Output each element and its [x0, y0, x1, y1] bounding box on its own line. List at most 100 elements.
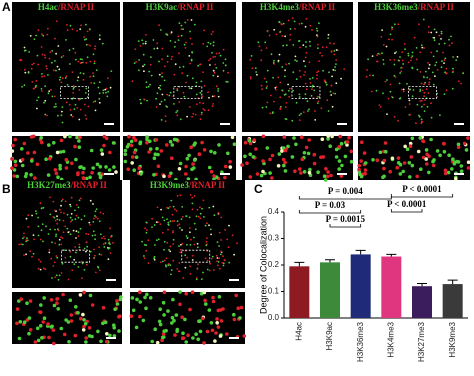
- signal-dot: [413, 36, 416, 39]
- signal-dot: [421, 46, 424, 49]
- signal-dot: [298, 40, 301, 42]
- signal-dot: [81, 277, 83, 279]
- signal-dot: [158, 24, 161, 27]
- signal-dot: [408, 99, 411, 102]
- signal-dot: [445, 89, 448, 92]
- signal-dot: [91, 166, 95, 170]
- signal-dot: [315, 27, 318, 30]
- signal-dot: [145, 292, 149, 297]
- error-bar: [386, 253, 397, 257]
- signal-dot: [325, 81, 327, 84]
- signal-dot: [274, 88, 277, 91]
- signal-dot: [423, 47, 425, 49]
- signal-dot: [220, 250, 223, 253]
- signal-dot: [67, 231, 70, 234]
- signal-dot: [316, 96, 319, 98]
- signal-dot: [31, 63, 34, 66]
- signal-dot: [156, 206, 159, 209]
- signal-dot: [38, 324, 43, 328]
- signal-dot: [331, 75, 333, 78]
- signal-dot: [311, 88, 313, 90]
- signal-dot: [85, 23, 87, 26]
- signal-dot: [384, 80, 387, 83]
- signal-dot: [30, 159, 34, 163]
- signal-dot: [466, 160, 471, 164]
- signal-dot: [137, 166, 141, 170]
- signal-dot: [226, 238, 229, 241]
- signal-dot: [218, 257, 221, 260]
- signal-dot: [199, 291, 204, 296]
- signal-dot: [287, 89, 290, 92]
- signal-dot: [162, 260, 164, 263]
- signal-dot: [161, 332, 166, 336]
- signal-dot: [443, 62, 445, 64]
- signal-dot: [44, 56, 47, 59]
- signal-dot: [283, 148, 288, 153]
- signal-dot: [411, 95, 414, 98]
- signal-dot: [70, 213, 73, 215]
- signal-dot: [54, 276, 57, 278]
- signal-dot: [206, 222, 208, 225]
- signal-dot: [98, 246, 100, 249]
- signal-dot: [423, 83, 425, 86]
- signal-dot: [186, 177, 191, 181]
- signal-dot: [191, 196, 194, 199]
- signal-dot: [159, 149, 164, 153]
- signal-dot: [130, 161, 134, 165]
- signal-dot: [312, 152, 317, 157]
- signal-dot: [56, 175, 60, 179]
- x-tick-label: H3K36me3: [356, 321, 365, 362]
- signal-dot: [169, 220, 172, 223]
- signal-dot: [311, 29, 313, 31]
- signal-dot: [275, 33, 278, 36]
- signal-dot: [139, 172, 143, 176]
- signal-dot: [102, 92, 105, 94]
- signal-dot: [155, 340, 160, 345]
- signal-dot: [77, 76, 80, 79]
- signal-dot: [210, 257, 213, 260]
- signal-dot: [29, 35, 32, 37]
- signal-dot: [209, 64, 211, 66]
- signal-dot: [27, 226, 30, 228]
- signal-dot: [282, 163, 286, 168]
- signal-dot: [85, 241, 88, 244]
- signal-dot: [194, 113, 197, 116]
- signal-dot: [104, 242, 107, 245]
- signal-dot: [204, 257, 207, 260]
- signal-dot: [184, 47, 187, 49]
- signal-dot: [40, 46, 43, 48]
- signal-dot: [218, 231, 221, 234]
- signal-dot: [165, 143, 169, 147]
- signal-dot: [11, 143, 15, 148]
- signal-dot: [69, 233, 72, 236]
- signal-dot: [259, 173, 264, 178]
- signal-dot: [165, 264, 167, 267]
- signal-dot: [286, 144, 290, 149]
- image-label: H3K27me3/RNAP II: [27, 180, 107, 190]
- signal-dot: [21, 237, 24, 240]
- signal-dot: [117, 329, 121, 333]
- signal-dot: [179, 227, 181, 229]
- signal-dot: [86, 96, 89, 98]
- signal-dot: [210, 328, 215, 333]
- signal-dot: [372, 74, 374, 77]
- signal-dot: [191, 336, 195, 340]
- zoom-strip: [242, 136, 353, 180]
- signal-dot: [35, 80, 38, 82]
- signal-dot: [291, 17, 294, 19]
- signal-dot: [25, 217, 28, 220]
- signal-dot: [228, 165, 233, 169]
- signal-dot: [174, 41, 177, 43]
- signal-dot: [401, 88, 403, 91]
- signal-dot: [171, 213, 174, 216]
- signal-dot: [26, 151, 30, 155]
- signal-dot: [280, 149, 284, 153]
- y-tick-label: 0.0: [268, 313, 280, 322]
- signal-dot: [427, 92, 430, 95]
- signal-dot: [283, 169, 288, 173]
- signal-dot: [279, 81, 282, 84]
- signal-dot: [189, 265, 192, 268]
- signal-dot: [411, 67, 414, 70]
- signal-dot: [154, 244, 156, 246]
- signal-dot: [298, 69, 301, 72]
